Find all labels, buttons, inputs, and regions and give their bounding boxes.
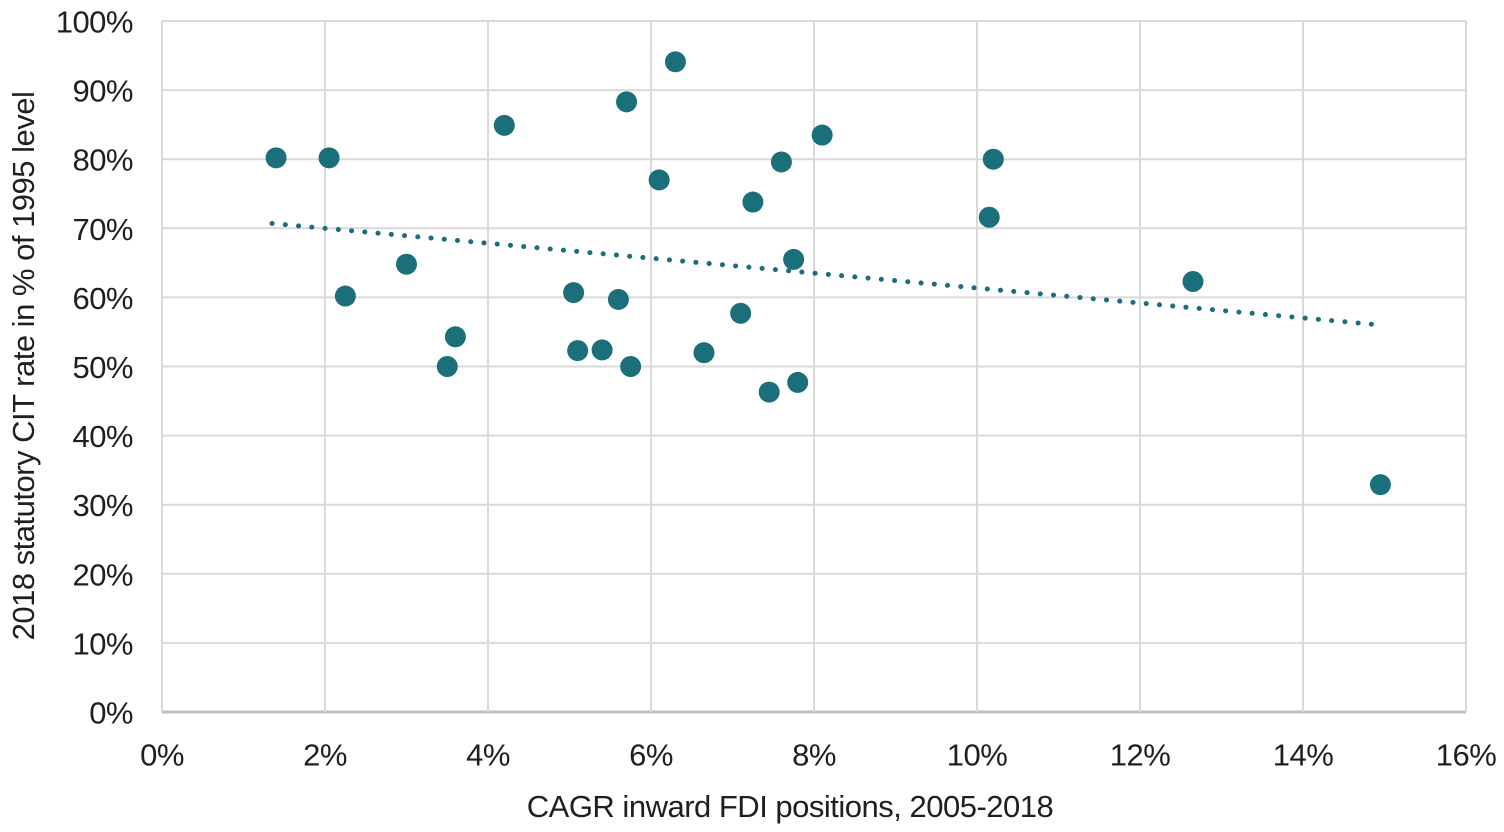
y-tick-label: 100% bbox=[56, 5, 133, 40]
x-tick-label: 16% bbox=[1436, 738, 1497, 773]
data-point bbox=[444, 326, 466, 348]
y-tick-label: 20% bbox=[72, 557, 133, 592]
x-tick-label: 12% bbox=[1110, 738, 1171, 773]
data-point bbox=[396, 253, 417, 275]
data-point bbox=[567, 340, 589, 362]
y-tick-label: 70% bbox=[72, 212, 133, 247]
data-point bbox=[730, 302, 752, 324]
data-point bbox=[607, 288, 629, 310]
data-point bbox=[811, 124, 833, 146]
y-tick-label: 50% bbox=[72, 350, 133, 385]
data-point bbox=[265, 147, 287, 169]
data-point bbox=[787, 371, 809, 393]
gridlines bbox=[161, 20, 1467, 714]
data-point bbox=[978, 206, 1000, 228]
data-point bbox=[742, 191, 764, 213]
data-point bbox=[693, 342, 715, 364]
y-tick-label: 10% bbox=[72, 626, 133, 661]
data-point bbox=[563, 282, 585, 304]
y-tick-label: 60% bbox=[72, 281, 133, 316]
data-point bbox=[493, 114, 515, 136]
data-point bbox=[758, 381, 780, 403]
x-tick-label: 4% bbox=[466, 738, 510, 773]
trendline-dotted bbox=[269, 220, 1383, 328]
y-tick-label: 30% bbox=[72, 488, 133, 523]
data-point bbox=[334, 285, 356, 307]
data-point bbox=[436, 356, 458, 377]
data-points bbox=[265, 51, 1391, 496]
y-tick-label: 40% bbox=[72, 419, 133, 454]
x-axis-tick-labels: 0% 2% 4% 6% 8% 10% 12% 14% 16% bbox=[140, 738, 1497, 773]
x-axis-title: CAGR inward FDI positions, 2005-2018 bbox=[526, 789, 1054, 824]
x-tick-label: 2% bbox=[303, 738, 347, 773]
data-point bbox=[648, 169, 670, 191]
data-point bbox=[616, 91, 638, 113]
data-point bbox=[1369, 474, 1391, 496]
y-axis-tick-labels: 0% 10% 20% 30% 40% 50% 60% 70% 80% 90% 100% bbox=[56, 5, 134, 731]
data-point bbox=[770, 151, 792, 173]
data-point bbox=[783, 248, 805, 270]
x-tick-label: 0% bbox=[140, 738, 184, 773]
data-point bbox=[591, 339, 613, 361]
y-tick-label: 90% bbox=[72, 74, 133, 109]
x-tick-label: 14% bbox=[1273, 738, 1334, 773]
x-tick-label: 6% bbox=[629, 738, 673, 773]
y-tick-label: 0% bbox=[89, 696, 133, 731]
x-tick-label: 8% bbox=[792, 738, 836, 773]
y-axis-title: 2018 statutory CIT rate in % of 1995 lev… bbox=[6, 91, 41, 641]
data-point bbox=[1182, 271, 1204, 293]
data-point bbox=[318, 147, 340, 169]
x-tick-label: 10% bbox=[947, 738, 1008, 773]
trendline bbox=[269, 220, 1383, 328]
y-tick-label: 80% bbox=[72, 143, 133, 178]
data-point bbox=[664, 51, 686, 73]
data-point bbox=[982, 148, 1004, 170]
data-point bbox=[620, 356, 642, 377]
